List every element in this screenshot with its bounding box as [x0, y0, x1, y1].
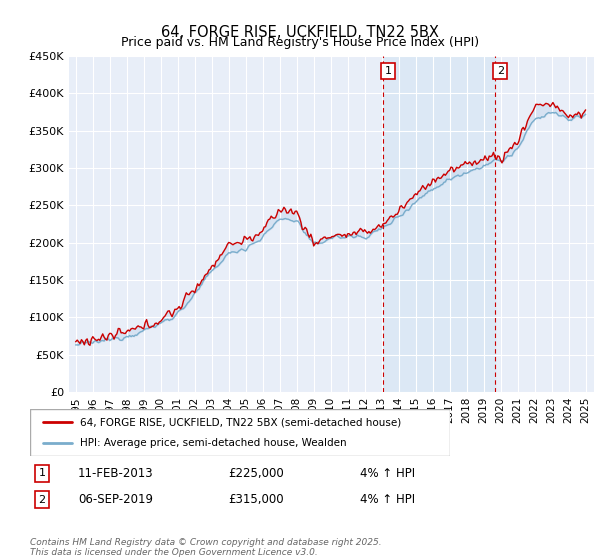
Text: 06-SEP-2019: 06-SEP-2019: [78, 493, 153, 506]
Text: 1: 1: [38, 468, 46, 478]
Text: Price paid vs. HM Land Registry's House Price Index (HPI): Price paid vs. HM Land Registry's House …: [121, 36, 479, 49]
Text: £315,000: £315,000: [228, 493, 284, 506]
FancyBboxPatch shape: [30, 409, 450, 456]
Bar: [383, 56, 495, 392]
Text: 11-FEB-2013: 11-FEB-2013: [78, 466, 154, 480]
Text: 64, FORGE RISE, UCKFIELD, TN22 5BX: 64, FORGE RISE, UCKFIELD, TN22 5BX: [161, 25, 439, 40]
Text: 1: 1: [385, 66, 392, 76]
Text: HPI: Average price, semi-detached house, Wealden: HPI: Average price, semi-detached house,…: [80, 438, 347, 448]
Text: 2: 2: [497, 66, 504, 76]
Text: 64, FORGE RISE, UCKFIELD, TN22 5BX (semi-detached house): 64, FORGE RISE, UCKFIELD, TN22 5BX (semi…: [80, 417, 401, 427]
Text: 4% ↑ HPI: 4% ↑ HPI: [360, 466, 415, 480]
Text: 4% ↑ HPI: 4% ↑ HPI: [360, 493, 415, 506]
Text: 2: 2: [38, 494, 46, 505]
Text: Contains HM Land Registry data © Crown copyright and database right 2025.
This d: Contains HM Land Registry data © Crown c…: [30, 538, 382, 557]
Text: £225,000: £225,000: [228, 466, 284, 480]
